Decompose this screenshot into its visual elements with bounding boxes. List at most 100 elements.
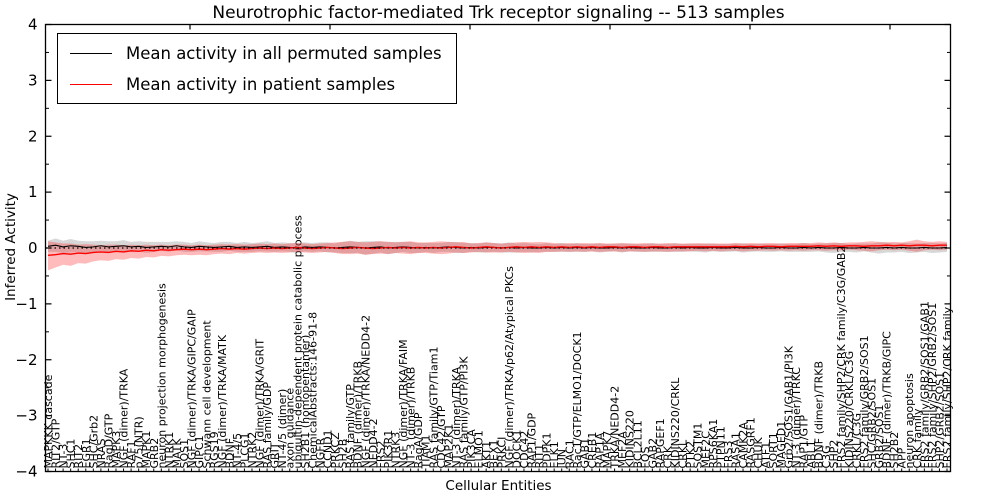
x-tick-label: MAPK1	[140, 431, 153, 469]
x-tick-label: NEDD4-2	[367, 418, 380, 468]
x-tick-label: PIK3R1	[382, 430, 395, 469]
x-tick-label: FRS2	[374, 441, 387, 469]
x-tick-label: NGF (dimer)/TRKA/NEDD4-2	[359, 315, 372, 469]
x-tick-label: RPS6KA1	[707, 419, 720, 469]
x-tick-label: NGF (dimer)/TRKA/p62/Atypical PKCs	[503, 266, 516, 469]
x-tick-label: RAC1	[563, 439, 576, 468]
y-tick-label: 3	[28, 71, 38, 89]
x-tick-label: BCL2L11	[631, 420, 644, 468]
x-tick-label: NT-3 (dimer)/TRKA	[450, 366, 463, 468]
x-tick-label: GAB2	[646, 438, 659, 469]
patient-mean-line	[47, 244, 947, 256]
x-tick-label: DOCK1	[510, 429, 523, 468]
x-tick-label: RAP1A	[593, 432, 606, 468]
x-tick-label: NTRK3	[390, 432, 403, 469]
x-tick-label: AKT1	[480, 441, 493, 469]
x-tick-label: RASA1	[729, 432, 742, 468]
x-tick-label: FRS2 family/GRB2/SOS1/GAB1	[918, 301, 931, 468]
x-tick-label: CRKL/C3G	[850, 413, 863, 469]
x-tick-label: CREB1	[586, 432, 599, 469]
x-tick-label: SH2B1 (homopentamer)	[299, 335, 312, 469]
x-tick-label: GRB2	[148, 438, 161, 469]
x-tick-label: FOS	[639, 447, 652, 469]
x-tick-label: ELK1	[548, 441, 561, 468]
x-tick-label: CCND1	[322, 429, 335, 468]
legend: Mean activity in all permuted samples Me…	[57, 33, 457, 104]
x-tick-label: SHC/GRB2/SOS1	[865, 378, 878, 469]
x-tick-label: RASGRF1	[745, 417, 758, 468]
x-tick-label: MATK	[170, 438, 183, 469]
x-tick-label: BEX1	[488, 439, 501, 468]
y-tick-label: −4	[15, 463, 37, 481]
y-tick-label: −2	[15, 351, 37, 369]
x-tick-label: SOS1	[178, 439, 191, 469]
x-tick-label: RAS family/GTP/Tiam1	[427, 347, 440, 469]
x-tick-label: ChemicalAbstracts:146-91-8	[306, 312, 319, 469]
x-tick-label: BDNF (dimer)/TRKB/GIPC	[881, 331, 894, 469]
x-tick-label: NGF (dimer)/TRKA/FAIM	[397, 339, 410, 468]
x-tick-label: NGF (dimer)/TRKA/GRIT	[254, 339, 267, 469]
x-tick-label: BDNF (dimer)/TRKB	[813, 361, 826, 469]
x-tick-label: SHP2/GRB2/SOS1	[933, 372, 946, 469]
x-tick-label: ATF1	[760, 442, 773, 469]
x-tick-label: Rac1/GTP/ELMO1/DOCK1	[571, 331, 584, 468]
x-tick-label: SQSTM1	[692, 423, 705, 469]
x-tick-label: axon guidance	[284, 388, 297, 469]
x-tick-label: CRKL	[677, 439, 690, 469]
y-tick-label: 2	[28, 127, 38, 145]
y-tick-label: −3	[15, 407, 37, 425]
x-tick-label: APP	[896, 447, 909, 468]
x-tick-label: NGFR	[314, 437, 327, 468]
legend-label-patient: Mean activity in patient samples	[126, 74, 396, 94]
x-tick-label: BDNF (dimer)/TRKB	[352, 361, 365, 469]
x-tick-label: SORT1	[767, 432, 780, 468]
permuted-line-swatch-icon	[70, 52, 112, 54]
x-tick-label: TIAM1	[420, 435, 433, 470]
permuted-band	[48, 238, 947, 255]
x-tick-label: CDC42/GTP	[435, 405, 448, 468]
x-tick-label: SHC/Grb2	[87, 415, 100, 469]
x-tick-label: RAF1	[125, 440, 138, 468]
x-tick-label: RAS family/GTP/PI3K	[458, 356, 471, 469]
x-tick-label: p75(NTR)	[133, 416, 146, 468]
x-tick-label: CAMK2A	[737, 422, 750, 469]
x-tick-label: CRK family	[911, 408, 924, 468]
x-tick-label: Grb2/SOS1/GAB1/PI3K	[782, 345, 795, 468]
x-tick-label: NT-3 (dimer)/TRKC	[790, 367, 803, 469]
x-tick-label: SH2B2	[888, 432, 901, 469]
legend-label-permuted: Mean activity in all permuted samples	[126, 43, 442, 63]
y-tick-label: 4	[28, 16, 38, 34]
x-tick-label: PRKCI	[495, 437, 508, 469]
x-tick-label: MAP2K1	[442, 424, 455, 469]
x-tick-label: RIT2/GTP	[50, 418, 63, 468]
x-tick-label: C3G	[820, 445, 833, 468]
patient-line-swatch-icon	[70, 83, 112, 85]
x-tick-label: MAGED1	[775, 421, 788, 469]
y-tick-label: 1	[28, 183, 38, 201]
x-tick-label: PIK3CA	[465, 429, 478, 469]
x-tick-label: PRKCZ	[329, 432, 342, 469]
x-tick-label: CDC42	[518, 431, 531, 469]
x-tick-label: NGF (dimer)/TRKA/MATK	[216, 334, 229, 468]
x-tick-label: Schwann cell development	[201, 320, 214, 469]
x-tick-label: GRIT	[269, 442, 282, 468]
x-tick-label: KIDINS220/CRKL	[669, 377, 682, 469]
x-tick-label: KIDINS220	[624, 410, 637, 468]
x-tick-label: MAPK7	[601, 431, 614, 469]
x-tick-label: CHUK	[752, 436, 765, 468]
x-tick-label: NRAS	[95, 439, 108, 469]
x-tick-label: FRS2 family/SHP2/GRB2/SOS1	[926, 303, 939, 469]
x-tick-label: ELMO1	[473, 430, 486, 468]
x-tick-label: NGF (dimer)/TRKA	[118, 368, 131, 468]
x-tick-label: neuron projection morphogenesis	[155, 283, 168, 469]
y-tick-label: 0	[28, 239, 38, 257]
x-tick-label: FRS2 family/GRB2/SOS1	[858, 335, 871, 468]
x-tick-label: NGF (dimer)/TRKA/GIPC/GAIP	[186, 309, 199, 469]
x-tick-label: ABL1	[805, 440, 818, 468]
x-tick-label: MEF2C	[699, 431, 712, 469]
x-tick-label: NT-3	[57, 444, 70, 469]
y-tick-label: −1	[15, 295, 37, 313]
x-tick-label: neuron apoptosis	[903, 373, 916, 468]
